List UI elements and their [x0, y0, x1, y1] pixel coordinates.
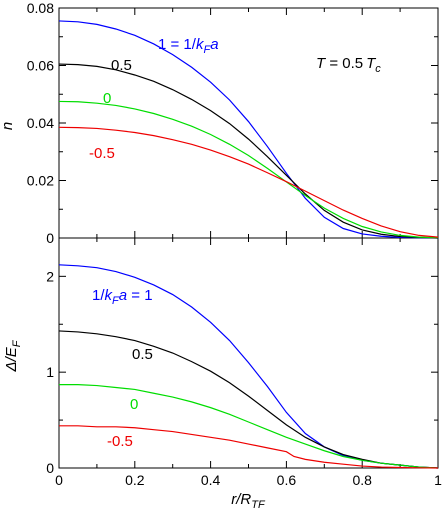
- series-line-3: [59, 425, 439, 469]
- x-tick-label: 0: [55, 472, 63, 488]
- x-axis-label: r/RTF: [231, 491, 266, 511]
- y-tick-label: 0.08: [27, 0, 54, 16]
- bottom-series-label-black: 0.5: [132, 346, 153, 363]
- x-tick-label: 1: [434, 472, 442, 488]
- top-y-axis-label: n: [0, 122, 16, 130]
- temperature-annotation: T = 0.5 Tc: [316, 55, 381, 75]
- series-line-2: [58, 100, 439, 239]
- top-panel-frame: [58, 7, 439, 239]
- y-tick-label: 0.02: [27, 173, 54, 189]
- bottom-series-label-red: -0.5: [107, 433, 133, 450]
- y-tick-label: 2: [46, 268, 54, 284]
- top-series-label-black: 0.5: [111, 57, 132, 74]
- x-tick-label: 0.6: [277, 472, 297, 488]
- series-line-2: [59, 384, 439, 469]
- bottom-series-lines: [58, 264, 439, 469]
- x-tick-label: 0.4: [201, 472, 221, 488]
- bottom-series-label-green: 0: [130, 396, 138, 413]
- x-tick-label: 0.2: [125, 472, 145, 488]
- top-series-label-blue: 1 = 1/kFa: [158, 36, 219, 56]
- bottom-series-label-blue: 1/kFa = 1: [92, 287, 153, 307]
- y-tick-label: 0: [46, 230, 54, 246]
- y-tick-label: 0.06: [27, 58, 54, 74]
- y-tick-label: 0: [46, 460, 54, 476]
- top-series-lines: [58, 20, 439, 239]
- series-line-0: [58, 20, 439, 239]
- series-line-3: [58, 126, 439, 238]
- y-tick-label: 0.04: [27, 115, 54, 131]
- top-ticks: 0 0.02 0.04 0.06 0.08: [27, 0, 439, 246]
- x-tick-label: 0.8: [352, 472, 372, 488]
- bottom-y-axis-label: Δ/EF: [3, 339, 23, 372]
- series-line-1: [58, 63, 439, 239]
- top-series-label-green: 0: [103, 90, 111, 107]
- bottom-ticks: 0 1 2 0 0.2 0.4 0.6 0.8 1: [46, 238, 442, 488]
- y-tick-label: 1: [46, 364, 54, 380]
- top-series-label-red: -0.5: [89, 145, 115, 162]
